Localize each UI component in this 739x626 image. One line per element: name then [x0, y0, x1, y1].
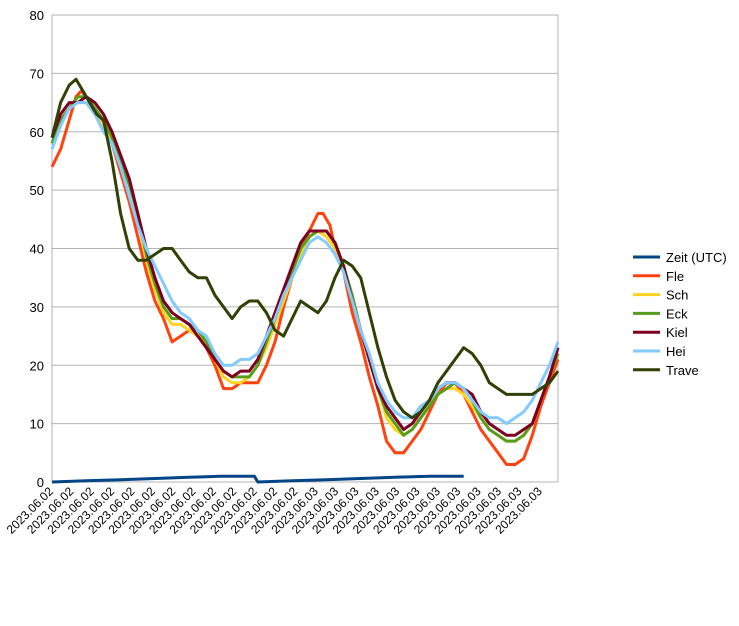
legend-label: Zeit (UTC) — [666, 250, 727, 265]
series-line-hei — [50, 101, 560, 426]
legend-label: Trave — [666, 363, 699, 378]
y-tick-label: 80 — [30, 8, 44, 23]
legend-label: Eck — [666, 306, 688, 321]
legend: Zeit (UTC) Fle Sch Eck Kiel Hei Trave — [633, 250, 727, 378]
y-tick-label: 40 — [30, 242, 44, 257]
series-line-eck — [50, 95, 560, 443]
series-lines — [50, 77, 560, 484]
y-tick-label: 60 — [30, 125, 44, 140]
legend-label: Kiel — [666, 325, 688, 340]
series-line-fle — [50, 89, 560, 466]
x-axis-ticks: 2023.06.022023.06.022023.06.022023.06.02… — [4, 484, 545, 537]
y-tick-label: 70 — [30, 66, 44, 81]
legend-label: Hei — [666, 344, 686, 359]
y-tick-label: 30 — [30, 300, 44, 315]
series-line-sch — [50, 101, 560, 443]
series-line-kiel — [50, 95, 560, 437]
y-tick-label: 0 — [37, 475, 44, 490]
series-line-trave — [50, 77, 560, 420]
legend-label: Fle — [666, 269, 684, 284]
y-tick-label: 50 — [30, 183, 44, 198]
y-tick-label: 20 — [30, 358, 44, 373]
series-line-zeit-utc — [51, 474, 464, 484]
y-tick-label: 10 — [30, 417, 44, 432]
legend-label: Sch — [666, 288, 688, 303]
y-axis-ticks: 0 10 20 30 40 50 60 70 80 — [30, 8, 44, 490]
